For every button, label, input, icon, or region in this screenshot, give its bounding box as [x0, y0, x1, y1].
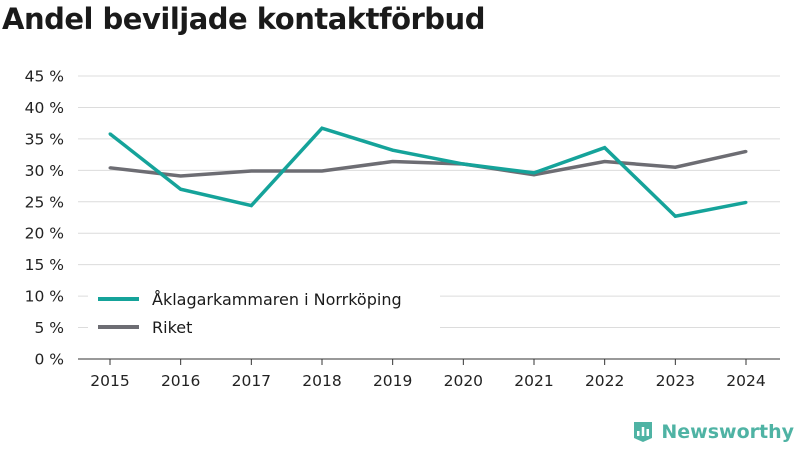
y-tick-label: 5 % — [34, 319, 64, 337]
series-line-1 — [109, 149, 747, 178]
x-tick-label: 2018 — [302, 372, 341, 390]
data-point — [179, 187, 183, 191]
y-tick-label: 30 % — [25, 162, 64, 180]
y-tick-label: 45 % — [25, 68, 64, 86]
y-tick-label: 35 % — [25, 130, 64, 148]
x-tick-label: 2019 — [373, 372, 412, 390]
chart-title: Andel beviljade kontaktförbud — [2, 2, 485, 36]
data-point — [744, 149, 748, 153]
data-point — [603, 160, 607, 164]
data-point — [532, 171, 536, 175]
data-point — [320, 126, 324, 130]
data-point — [391, 160, 395, 164]
legend: Åklagarkammaren i Norrköping Riket — [88, 282, 440, 344]
series-lines — [108, 126, 748, 219]
legend-background — [88, 282, 440, 344]
data-point — [108, 132, 112, 136]
data-point — [603, 146, 607, 150]
x-tick-label: 2017 — [232, 372, 271, 390]
data-point — [108, 166, 112, 170]
x-axis: 2015 2016 2017 2018 2019 2020 2021 2022 2023 2024 — [78, 358, 780, 390]
data-point — [744, 200, 748, 204]
x-tick-label: 2021 — [514, 372, 553, 390]
y-tick-label: 10 % — [25, 288, 64, 306]
data-point — [461, 162, 465, 166]
y-tick-label: 15 % — [25, 256, 64, 274]
newsworthy-logo-icon — [634, 422, 653, 442]
data-point — [249, 204, 253, 208]
x-tick-label: 2023 — [656, 372, 695, 390]
y-tick-label: 20 % — [25, 225, 64, 243]
data-point — [673, 214, 677, 218]
data-point — [320, 169, 324, 173]
data-point — [249, 169, 253, 173]
y-tick-label: 25 % — [25, 193, 64, 211]
y-tick-label: 0 % — [34, 351, 64, 369]
y-tick-label: 40 % — [25, 99, 64, 117]
x-tick-label: 2024 — [726, 372, 765, 390]
legend-label: Åklagarkammaren i Norrköping — [152, 290, 402, 309]
x-tick-label: 2022 — [585, 372, 624, 390]
series-line-0 — [108, 126, 747, 219]
x-tick-label: 2020 — [444, 372, 483, 390]
newsworthy-brand: Newsworthy — [631, 420, 794, 444]
x-tick-label: 2015 — [90, 372, 129, 390]
legend-label: Riket — [152, 318, 192, 337]
y-axis: 0 % 5 % 10 % 15 % 20 % 25 % 30 % 35 % 40 % 45 % — [25, 68, 64, 369]
data-point — [391, 148, 395, 152]
x-tick-label: 2016 — [161, 372, 200, 390]
data-point — [179, 174, 183, 178]
data-point — [673, 165, 677, 169]
brand-name: Newsworthy — [661, 421, 794, 443]
